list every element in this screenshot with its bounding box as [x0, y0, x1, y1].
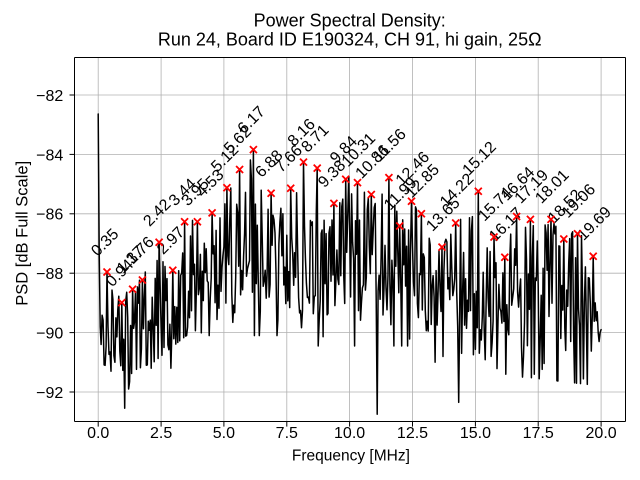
svg-text:−92: −92	[36, 385, 63, 402]
svg-text:Frequency [MHz]: Frequency [MHz]	[292, 448, 410, 465]
svg-text:−86: −86	[36, 207, 63, 224]
svg-text:20.0: 20.0	[586, 425, 617, 442]
svg-text:2.5: 2.5	[150, 425, 172, 442]
svg-text:−90: −90	[36, 326, 63, 343]
svg-text:17.5: 17.5	[523, 425, 554, 442]
svg-text:−84: −84	[36, 147, 63, 164]
svg-text:7.5: 7.5	[276, 425, 298, 442]
svg-text:−88: −88	[36, 266, 63, 283]
svg-text:0.0: 0.0	[87, 425, 109, 442]
svg-text:12.5: 12.5	[397, 425, 428, 442]
svg-text:Run 24, Board ID E190324, CH 9: Run 24, Board ID E190324, CH 91, hi gain…	[158, 29, 542, 49]
svg-text:15.0: 15.0	[460, 425, 491, 442]
svg-text:10.0: 10.0	[334, 425, 365, 442]
svg-text:5.0: 5.0	[213, 425, 235, 442]
svg-text:−82: −82	[36, 88, 63, 105]
svg-text:Power Spectral Density:: Power Spectral Density:	[254, 11, 446, 31]
svg-text:PSD [dB Full Scale]: PSD [dB Full Scale]	[14, 161, 32, 306]
